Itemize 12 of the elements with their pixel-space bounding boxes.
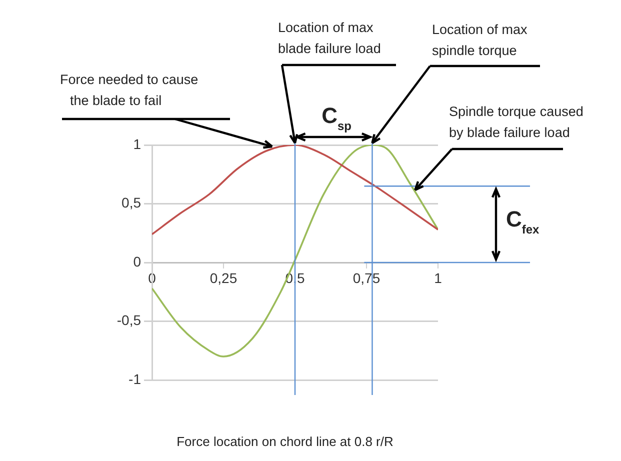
y-tick-label: -1 <box>128 370 142 387</box>
x-tick-label: 0,25 <box>210 270 238 286</box>
x-axis-title: Force location on chord line at 0.8 r/R <box>176 434 394 449</box>
annotation: Force needed to cause the blade to fail <box>60 72 198 108</box>
annotation: Spindle torque caused by blade failure load <box>449 104 584 140</box>
y-tick-label: 0,5 <box>122 194 142 211</box>
x-tick-label: 1 <box>434 270 442 286</box>
y-tick-label: 0 <box>133 253 142 270</box>
annotation: Location of max blade failure load <box>278 20 381 56</box>
y-tick-label: 1 <box>133 136 142 152</box>
annotation: Location of max spindle torque <box>432 22 528 58</box>
y-tick-label: -0,5 <box>116 312 142 328</box>
